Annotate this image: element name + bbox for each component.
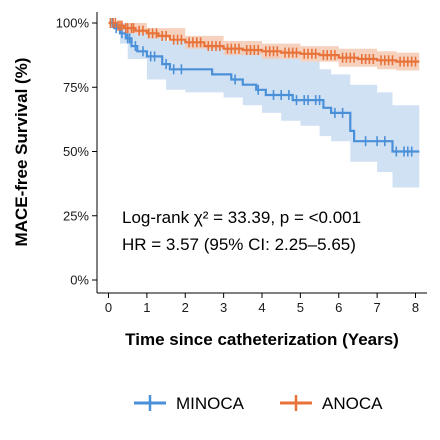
logrank-annotation: Log-rank χ² = 33.39, p = <0.001 — [122, 208, 361, 227]
legend-item-minoca: MINOCA — [134, 394, 245, 413]
x-tick-label: 7 — [373, 300, 380, 315]
x-tick-label: 2 — [182, 300, 189, 315]
legend-label-minoca: MINOCA — [176, 394, 245, 413]
y-tick-label: 25% — [63, 208, 89, 223]
y-tick-label: 0% — [70, 273, 89, 288]
x-tick-label: 8 — [412, 300, 419, 315]
y-tick-label: 75% — [63, 80, 89, 95]
censor-marks — [109, 18, 417, 157]
x-tick-label: 6 — [335, 300, 342, 315]
y-tick-label: 100% — [56, 16, 90, 31]
x-tick-label: 1 — [143, 300, 150, 315]
hazard-ratio-annotation: HR = 3.57 (95% CI: 2.25–5.65) — [122, 235, 356, 254]
x-ticks: 0 1 2 3 4 5 6 7 8 — [105, 293, 419, 315]
legend-label-anoca: ANOCA — [322, 394, 383, 413]
curve-minoca — [108, 21, 420, 153]
x-tick-label: 4 — [258, 300, 265, 315]
confidence-bands — [108, 23, 420, 188]
x-tick-label: 5 — [297, 300, 304, 315]
x-tick-label: 0 — [105, 300, 112, 315]
legend-item-anoca: ANOCA — [280, 394, 383, 413]
legend: MINOCA ANOCA — [134, 394, 383, 413]
y-tick-label: 50% — [63, 144, 89, 159]
ci-band-minoca — [108, 23, 420, 188]
x-axis-title: Time since catheterization (Years) — [125, 330, 399, 349]
y-axis-title: MACE-free Survival (%) — [12, 58, 31, 247]
x-tick-label: 3 — [220, 300, 227, 315]
y-ticks: 0% 25% 50% 75% 100% — [56, 16, 97, 288]
